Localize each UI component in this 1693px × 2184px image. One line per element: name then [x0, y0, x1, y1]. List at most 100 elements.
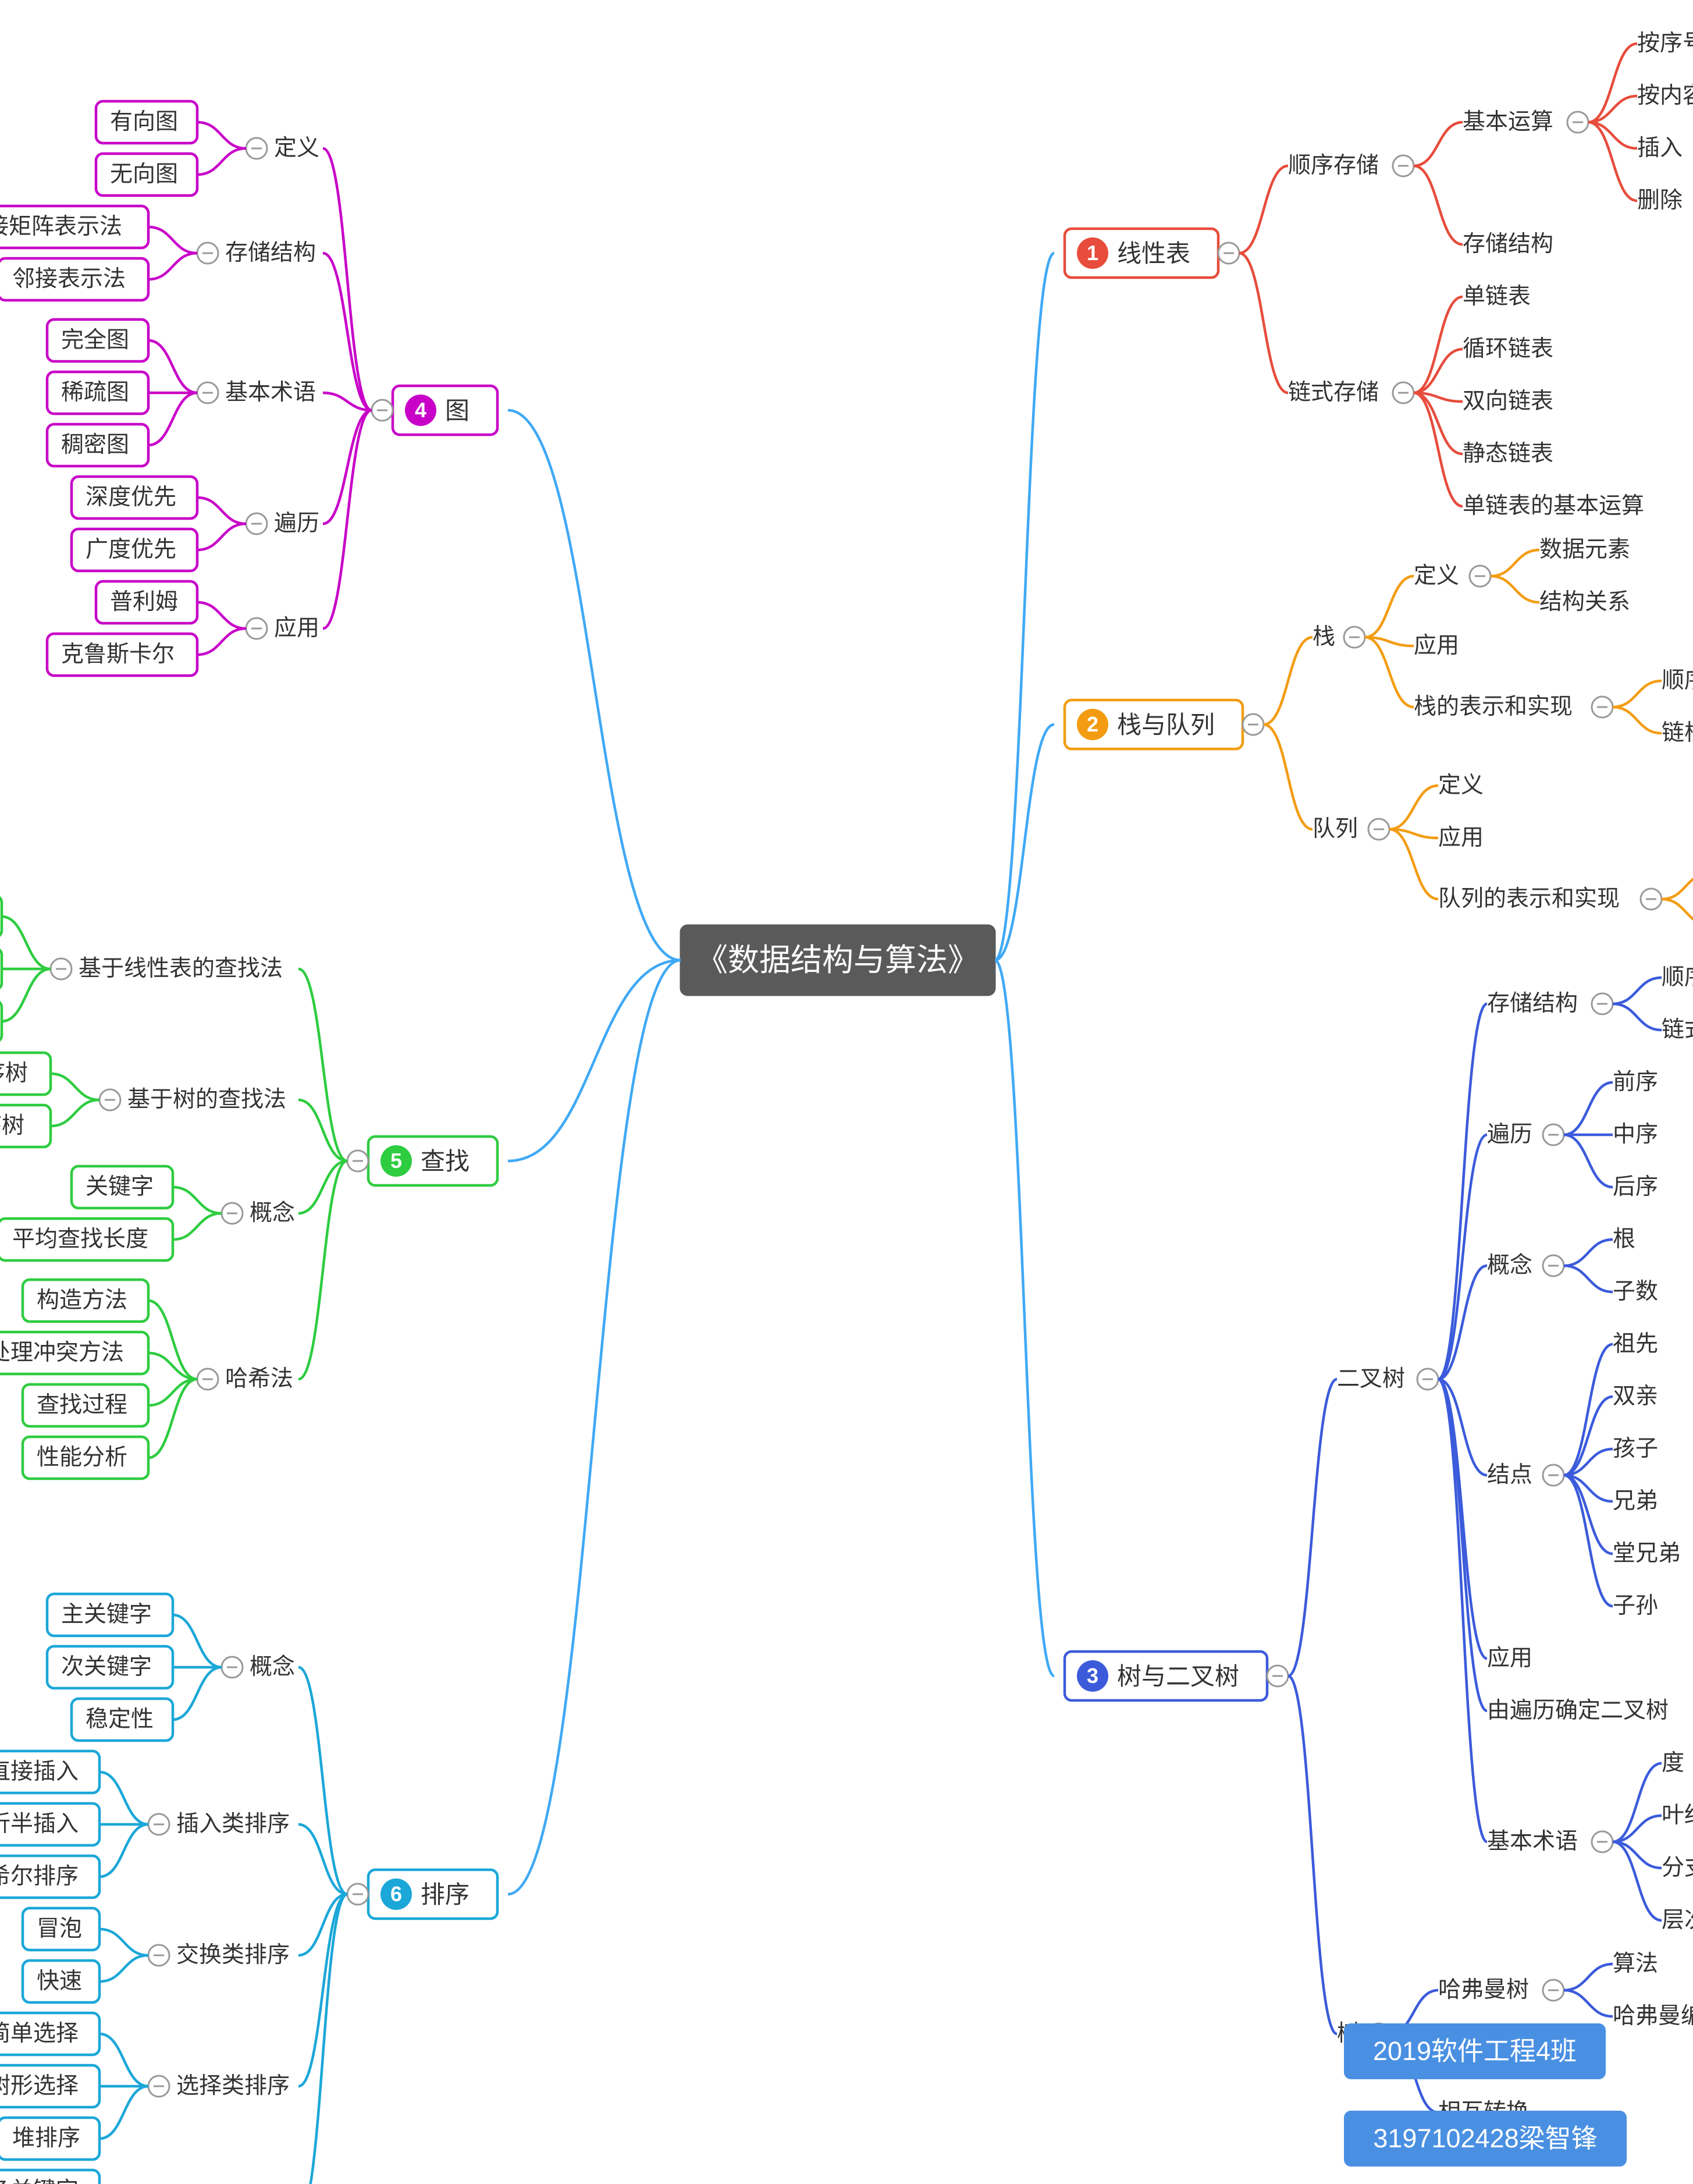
leaf-label[interactable]: 度 [1662, 1750, 1684, 1775]
node-label[interactable]: 由遍历确定二叉树 [1487, 1698, 1669, 1723]
branch-number: 6 [390, 1882, 402, 1906]
leaf-label: 克鲁斯卡尔 [61, 642, 175, 667]
node-label[interactable]: 双向链表 [1463, 389, 1553, 414]
node-label[interactable]: 遍历 [1487, 1122, 1532, 1147]
leaf-node[interactable] [0, 1000, 2, 1042]
leaf-label[interactable]: 顺序栈 [1662, 668, 1693, 693]
node-label[interactable]: 存储结构 [225, 240, 316, 265]
leaf-label[interactable]: 根 [1613, 1227, 1635, 1252]
leaf-label[interactable]: 堂兄弟 [1613, 1541, 1681, 1566]
leaf-label[interactable]: 顺序存储 [1662, 965, 1693, 990]
branch-number: 3 [1087, 1664, 1098, 1688]
leaf-label[interactable]: 链栈 [1662, 720, 1693, 745]
node-label[interactable]: 应用 [1414, 633, 1459, 658]
leaf-label[interactable]: 结构关系 [1539, 589, 1630, 615]
node-label[interactable]: 概念 [250, 1654, 295, 1679]
leaf-label[interactable]: 兄弟 [1613, 1489, 1658, 1514]
leaf-label: 处理冲突方法 [0, 1340, 124, 1365]
leaf-label[interactable]: 祖先 [1613, 1331, 1658, 1356]
leaf-label: 邻接表示法 [12, 267, 126, 292]
leaf-label: 多关键字 [0, 2178, 79, 2184]
node-label[interactable]: 基本术语 [225, 380, 316, 405]
node-label[interactable]: 顺序存储 [1288, 153, 1379, 178]
node-label[interactable]: 队列的表示和实现 [1438, 886, 1620, 911]
node-label[interactable]: 二叉树 [1337, 1366, 1405, 1391]
node-label[interactable]: 栈的表示和实现 [1414, 694, 1573, 719]
leaf-label: 普利姆 [110, 589, 178, 615]
branch-number: 2 [1087, 712, 1098, 736]
node-label[interactable]: 遍历 [274, 511, 319, 536]
leaf-label: 平衡二叉排序树 [0, 1113, 24, 1138]
leaf-label: 性能分析 [37, 1445, 127, 1470]
branch-label: 线性表 [1117, 240, 1190, 267]
branch-label: 图 [445, 397, 470, 424]
node-label[interactable]: 交换类排序 [176, 1942, 290, 1968]
node-label[interactable]: 循环链表 [1463, 336, 1553, 361]
node-label[interactable]: 单链表的基本运算 [1463, 493, 1644, 519]
leaf-label[interactable]: 算法 [1613, 1951, 1658, 1976]
node-label[interactable]: 链式存储 [1288, 380, 1379, 405]
node-label[interactable]: 定义 [274, 136, 319, 161]
node-label[interactable]: 存储结构 [1487, 991, 1578, 1016]
node-label[interactable]: 静态链表 [1463, 441, 1553, 466]
node-label[interactable]: 定义 [1414, 563, 1459, 588]
leaf-label: 构造方法 [37, 1288, 127, 1313]
footer-label: 2019软件工程4班 [1373, 2036, 1577, 2066]
leaf-label[interactable]: 子孙 [1613, 1593, 1658, 1618]
branch-label: 查找 [421, 1148, 470, 1175]
leaf-label: 简单选择 [0, 2021, 79, 2046]
node-label[interactable]: 定义 [1438, 773, 1484, 798]
node-label[interactable]: 哈弗曼树 [1438, 1977, 1529, 2002]
leaf-label: 快速 [37, 1969, 82, 1994]
leaf-node[interactable] [0, 896, 2, 937]
leaf-label: 冒泡 [37, 1916, 82, 1941]
leaf-node[interactable] [0, 948, 2, 990]
node-label[interactable]: 概念 [250, 1201, 295, 1226]
leaf-label[interactable]: 孩子 [1613, 1436, 1658, 1461]
leaf-label[interactable]: 链式存储 [1662, 1017, 1693, 1042]
node-label[interactable]: 基于线性表的查找法 [79, 956, 283, 981]
leaf-label: 广度优先 [86, 537, 176, 562]
leaf-label[interactable]: 叶结点 [1662, 1803, 1693, 1828]
node-label[interactable]: 选择类排序 [176, 2073, 290, 2098]
node-label[interactable]: 基本运算 [1463, 109, 1553, 134]
node-label[interactable]: 基于树的查找法 [127, 1087, 286, 1112]
node-label[interactable]: 结点 [1487, 1462, 1532, 1487]
leaf-label[interactable]: 分支结点 [1662, 1855, 1693, 1880]
leaf-label[interactable]: 插入 [1637, 136, 1683, 161]
leaf-label[interactable]: 中序 [1613, 1122, 1658, 1147]
leaf-label: 完全图 [61, 328, 129, 353]
mindmap-canvas: 《数据结构与算法》1线性表顺序存储基本运算按序号查找按内容查找插入删除存储结构链… [0, 0, 1693, 2184]
leaf-label[interactable]: 按内容查找 [1637, 83, 1693, 108]
node-label[interactable]: 概念 [1487, 1253, 1532, 1278]
branch-label: 树与二叉树 [1117, 1663, 1239, 1690]
node-label[interactable]: 队列 [1313, 816, 1358, 841]
leaf-label[interactable]: 删除 [1637, 188, 1683, 213]
leaf-label[interactable]: 子数 [1613, 1279, 1658, 1304]
leaf-label: 邻接矩阵表示法 [0, 214, 122, 239]
leaf-label[interactable]: 前序 [1613, 1070, 1658, 1095]
leaf-label[interactable]: 后序 [1613, 1174, 1658, 1199]
leaf-label: 有向图 [110, 109, 178, 134]
leaf-label: 稳定性 [86, 1707, 154, 1732]
leaf-label: 平均查找长度 [12, 1227, 148, 1252]
node-label[interactable]: 插入类排序 [176, 1812, 290, 1837]
node-label[interactable]: 栈 [1313, 624, 1335, 649]
leaf-label[interactable]: 层次 [1662, 1908, 1693, 1933]
branch-number: 4 [415, 398, 426, 422]
leaf-label[interactable]: 哈弗曼编码 [1613, 2004, 1693, 2029]
node-label[interactable]: 基本术语 [1487, 1829, 1578, 1854]
node-label[interactable]: 单链表 [1463, 284, 1531, 309]
node-label[interactable]: 应用 [1438, 825, 1484, 850]
leaf-label[interactable]: 数据元素 [1539, 537, 1630, 562]
root-label: 《数据结构与算法》 [696, 943, 979, 978]
node-label[interactable]: 存储结构 [1463, 232, 1553, 257]
node-label[interactable]: 哈希法 [225, 1366, 293, 1391]
leaf-label[interactable]: 按序号查找 [1637, 31, 1693, 56]
leaf-label: 无向图 [110, 162, 178, 187]
leaf-label[interactable]: 双亲 [1613, 1384, 1658, 1409]
node-label[interactable]: 应用 [274, 616, 319, 641]
leaf-label: 树形选择 [0, 2073, 79, 2098]
leaf-label: 深度优先 [86, 485, 176, 510]
node-label[interactable]: 应用 [1487, 1646, 1532, 1671]
